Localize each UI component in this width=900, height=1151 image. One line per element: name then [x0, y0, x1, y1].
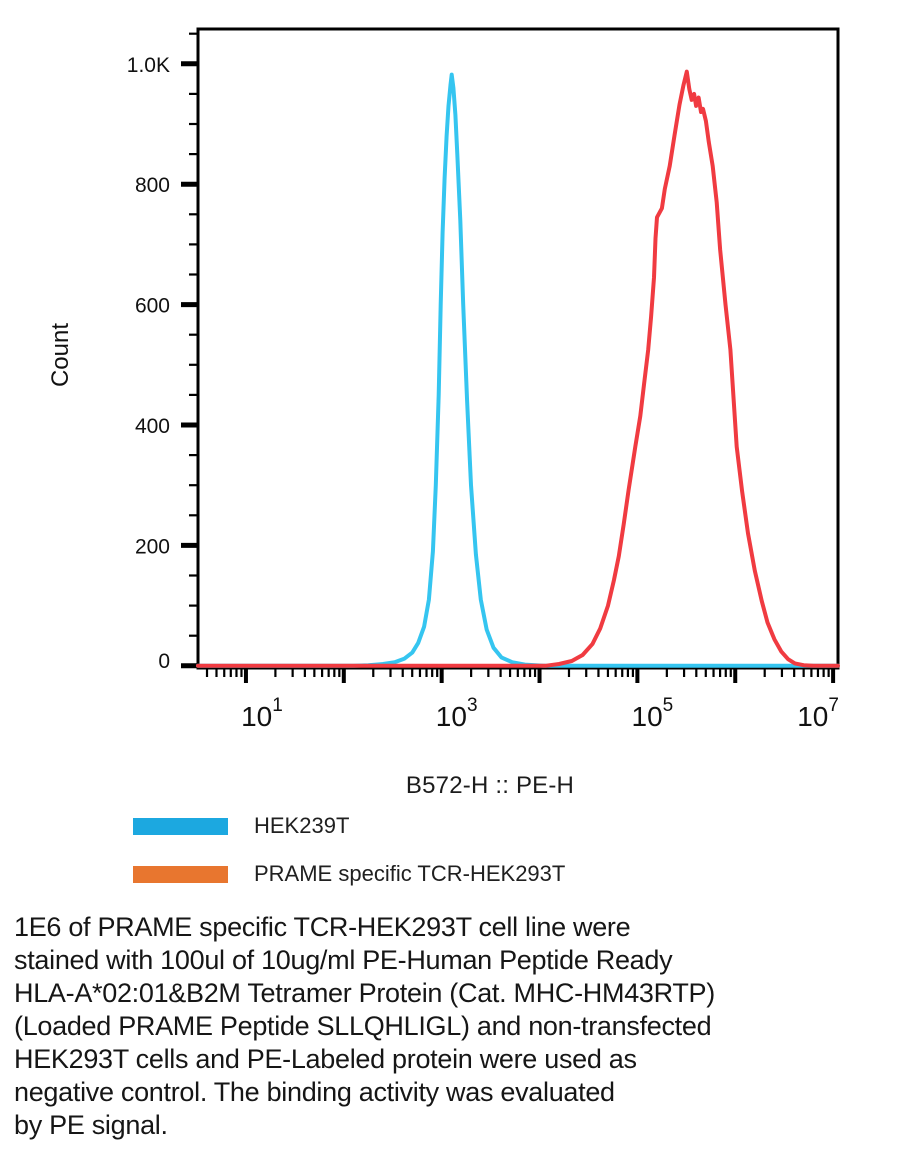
caption-line: by PE signal. — [14, 1110, 168, 1140]
legend-swatch-prame-tcr — [133, 865, 228, 883]
svg-text:105: 105 — [632, 695, 674, 732]
svg-text:103: 103 — [436, 695, 478, 732]
y-axis: 0 200 400 600 800 1.0K — [127, 32, 198, 673]
series-prame-specific-tcr-hek293t — [196, 69, 840, 668]
svg-text:101: 101 — [241, 695, 283, 732]
plot-frame — [196, 27, 840, 670]
x-axis-title: B572-H :: PE-H — [405, 772, 575, 799]
legend-item-hek239t: HEK239T — [133, 813, 565, 839]
caption-line: HLA-A*02:01&B2M Tetramer Protein (Cat. M… — [14, 978, 715, 1008]
caption-line: (Loaded PRAME Peptide SLLQHLIGL) and non… — [14, 1011, 712, 1041]
svg-text:1.0K: 1.0K — [127, 54, 170, 77]
svg-text:0: 0 — [158, 650, 170, 673]
figure-caption: 1E6 of PRAME specific TCR-HEK293T cell l… — [14, 911, 890, 1142]
legend-label-prame-tcr: PRAME specific TCR-HEK293T — [254, 861, 566, 886]
legend: HEK239T PRAME specific TCR-HEK293T — [133, 813, 565, 909]
caption-line: stained with 100ul of 10ug/ml PE-Human P… — [14, 945, 673, 975]
caption-line: negative control. The binding activity w… — [14, 1077, 615, 1107]
flow-cytometry-histogram: 0 200 400 600 800 1.0K 101 103 105 107 Count — [47, 27, 840, 732]
y-axis-label: Count — [47, 323, 74, 387]
legend-label-hek239t: HEK239T — [254, 813, 350, 838]
caption-line: 1E6 of PRAME specific TCR-HEK293T cell l… — [14, 912, 631, 942]
svg-text:600: 600 — [135, 295, 170, 318]
caption-line: HEK293T cells and PE-Labeled protein wer… — [14, 1044, 637, 1074]
svg-text:107: 107 — [797, 695, 839, 732]
svg-text:Count: Count — [47, 323, 74, 387]
svg-text:400: 400 — [135, 415, 170, 438]
series-hek239t — [196, 72, 840, 668]
svg-text:800: 800 — [135, 174, 170, 197]
x-axis: 101 103 105 107 — [205, 668, 839, 732]
legend-item-prame-tcr: PRAME specific TCR-HEK293T — [133, 861, 565, 887]
svg-text:200: 200 — [135, 535, 170, 558]
legend-swatch-hek239t — [133, 817, 228, 835]
